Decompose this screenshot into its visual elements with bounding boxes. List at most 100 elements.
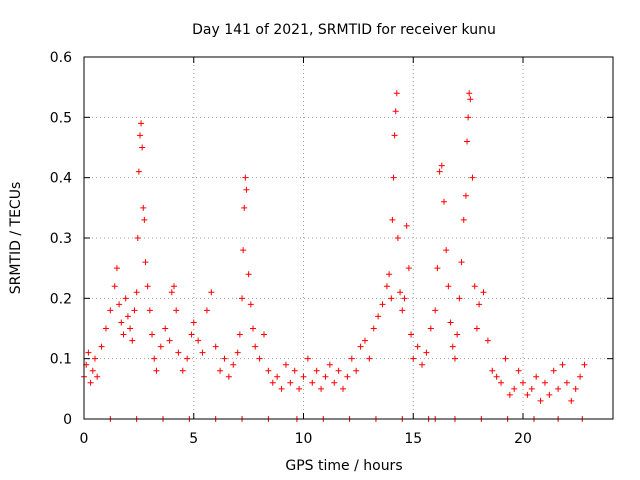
data-point	[129, 337, 136, 344]
data-point	[274, 373, 281, 380]
data-point	[460, 216, 467, 223]
data-point	[458, 259, 465, 266]
data-point	[230, 361, 237, 368]
data-marks	[81, 90, 588, 422]
data-point	[175, 349, 182, 356]
y-tick-labels: 0 0.1 0.2 0.3 0.4 0.5 0.6	[50, 50, 72, 428]
data-point	[484, 337, 491, 344]
data-point	[410, 355, 417, 362]
data-point	[304, 355, 311, 362]
data-point	[139, 144, 146, 151]
data-point	[221, 355, 228, 362]
data-point	[427, 325, 434, 332]
data-point	[403, 222, 410, 229]
data-point	[135, 168, 142, 175]
data-point	[265, 367, 272, 374]
data-point	[151, 355, 158, 362]
data-point	[107, 307, 114, 314]
data-point	[236, 331, 243, 338]
data-point	[170, 283, 177, 290]
data-point	[443, 247, 450, 254]
data-point	[471, 283, 478, 290]
data-point	[419, 361, 426, 368]
data-point	[149, 331, 156, 338]
data-point	[383, 283, 390, 290]
data-point	[353, 367, 360, 374]
data-point	[392, 108, 399, 115]
data-point	[141, 216, 148, 223]
data-point	[140, 204, 147, 211]
data-point	[388, 295, 395, 302]
data-point	[464, 138, 471, 145]
data-point	[127, 325, 134, 332]
data-point	[563, 379, 570, 386]
y-tick-label: 0	[63, 412, 72, 428]
data-point	[287, 379, 294, 386]
data-point	[533, 373, 540, 380]
x-tick-label: 0	[80, 431, 89, 447]
data-point	[282, 361, 289, 368]
data-point	[394, 235, 401, 241]
data-point	[546, 391, 553, 398]
data-point	[256, 355, 263, 362]
x-tick-label: 20	[514, 431, 532, 447]
data-point	[199, 349, 206, 356]
data-point	[436, 168, 443, 175]
data-point	[515, 367, 522, 374]
data-point	[550, 367, 557, 374]
data-point	[465, 114, 472, 121]
y-tick-label: 0.3	[50, 231, 72, 247]
data-point	[493, 373, 500, 380]
data-point	[300, 373, 307, 380]
chart-title: Day 141 of 2021, SRMTID for receiver kun…	[192, 22, 496, 38]
data-point	[245, 271, 252, 278]
data-point	[195, 337, 202, 344]
data-point	[291, 367, 298, 374]
data-point	[438, 162, 445, 169]
data-point	[449, 343, 456, 350]
data-point	[146, 307, 153, 314]
data-point	[447, 319, 454, 326]
data-point	[118, 319, 125, 326]
data-point	[208, 289, 215, 296]
data-point	[296, 385, 303, 392]
data-point	[537, 397, 544, 404]
data-point	[454, 331, 461, 338]
data-point	[252, 343, 259, 350]
data-point	[91, 355, 98, 362]
data-point	[144, 283, 151, 290]
data-point	[541, 379, 548, 386]
data-point	[188, 331, 195, 338]
data-point	[184, 355, 191, 362]
data-point	[572, 385, 579, 392]
data-point	[489, 367, 496, 374]
data-point	[348, 355, 355, 362]
data-point	[434, 265, 441, 272]
data-point	[375, 313, 382, 320]
data-point	[462, 192, 469, 199]
data-point	[278, 385, 285, 392]
data-point	[138, 120, 145, 127]
x-tick-label: 10	[295, 431, 313, 447]
data-point	[318, 385, 325, 392]
data-point	[555, 385, 562, 392]
x-tick-labels: 0 5 10 15 20	[80, 431, 532, 447]
data-point	[456, 295, 463, 302]
data-point	[153, 367, 160, 374]
data-point	[445, 283, 452, 290]
data-point	[157, 343, 164, 350]
data-point	[166, 337, 173, 344]
data-point	[366, 355, 373, 362]
data-point	[386, 271, 393, 278]
data-point	[340, 385, 347, 392]
data-point	[520, 379, 527, 386]
grid-lines	[84, 57, 613, 419]
data-point	[397, 289, 404, 296]
data-point	[85, 349, 92, 356]
x-tick-label: 5	[189, 431, 198, 447]
data-point	[559, 361, 566, 368]
data-point	[313, 367, 320, 374]
data-point	[379, 301, 386, 308]
data-point	[391, 132, 398, 139]
